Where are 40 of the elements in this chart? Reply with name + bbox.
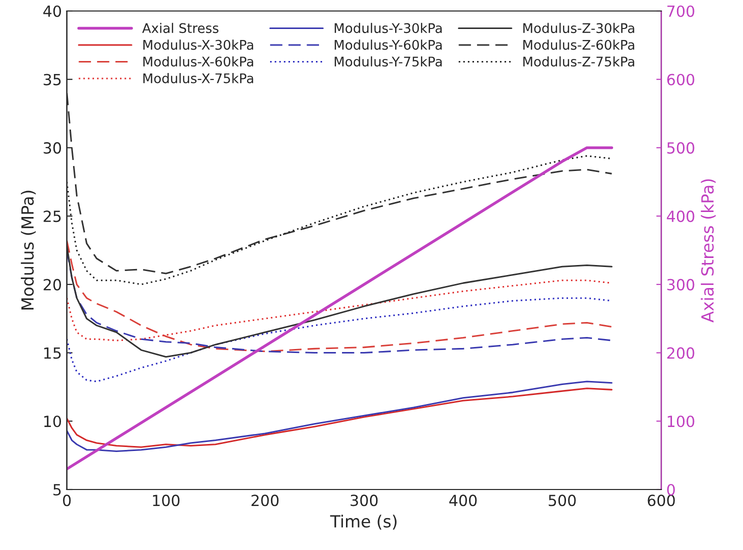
legend-label: Modulus-X-30kPa (143, 40, 254, 50)
legend-label: Modulus-Y-30kPa (334, 22, 442, 34)
x-tick-label: 0 (63, 494, 71, 506)
legend-label: Modulus-Y-60kPa (334, 40, 442, 50)
y2-tick-label: 300 (667, 278, 694, 290)
y2-tick-label: 200 (667, 347, 694, 359)
legend-label: Modulus-Z-60kPa (523, 40, 634, 50)
legend-label: Axial Stress (142, 22, 218, 34)
y2-tick-label: 500 (667, 142, 694, 154)
line-series (66, 146, 614, 470)
x-tick-label: 400 (449, 494, 477, 506)
x-tick-label: 600 (648, 494, 675, 506)
y2-tick-label: 100 (668, 416, 694, 428)
y-axis-title: Modulus (MPa) (20, 190, 36, 310)
line-series (66, 92, 612, 274)
y-tick-label: 25 (44, 210, 61, 222)
line-series (66, 388, 612, 448)
y2-tick-label: 0 (667, 484, 675, 496)
y-tick-label: 10 (44, 416, 61, 428)
x-tick-label: 200 (252, 494, 279, 506)
legend-label: Modulus-Z-30kPa (523, 22, 634, 34)
y2-tick-label: 700 (667, 5, 694, 18)
legend-label: Modulus-X-75kPa (143, 73, 254, 84)
y-tick-label: 40 (43, 5, 61, 18)
x-tick-label: 300 (350, 494, 378, 506)
legend-label: Modulus-Z-75kPa (523, 56, 634, 67)
y2-tick-label: 400 (666, 210, 694, 222)
x-axis-title: Time (s) (330, 514, 397, 530)
line-series (66, 380, 612, 452)
legend-label: Modulus-Y-75kPa (334, 56, 442, 67)
legend-label: Modulus-X-60kPa (143, 56, 254, 67)
y-tick-label: 5 (53, 484, 61, 496)
y-tick-label: 15 (44, 347, 61, 359)
y-tick-label: 20 (44, 278, 61, 290)
x-tick-label: 100 (153, 494, 180, 506)
y2-axis-title: Axial Stress (kPa) (700, 179, 716, 322)
y2-tick-label: 600 (667, 74, 694, 86)
y-tick-label: 35 (44, 74, 61, 86)
y-tick-label: 30 (44, 142, 61, 154)
x-tick-label: 500 (548, 494, 576, 506)
